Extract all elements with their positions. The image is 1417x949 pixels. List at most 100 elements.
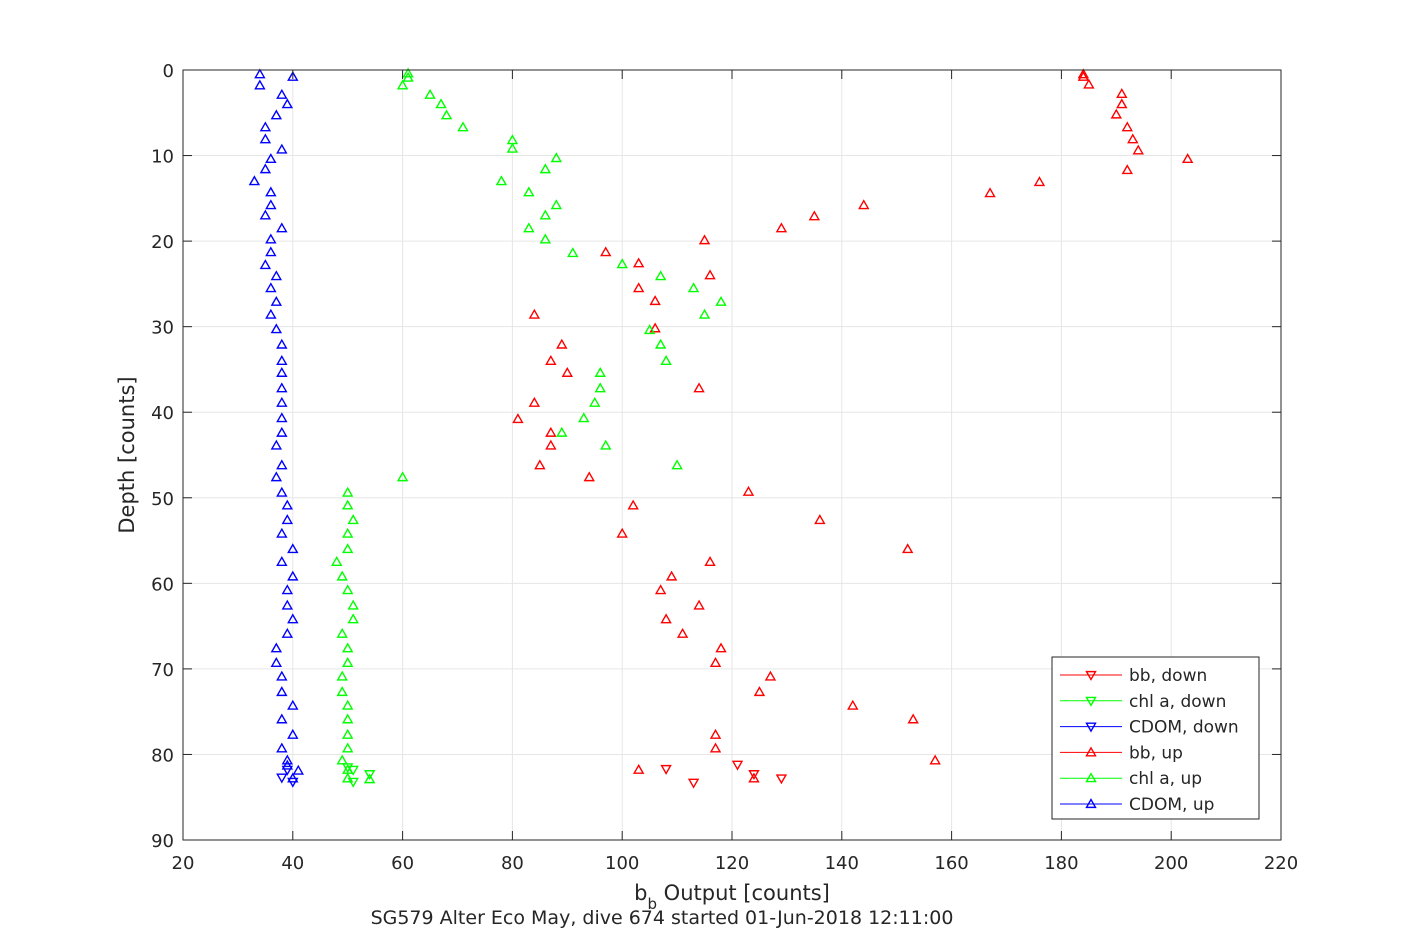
- y-tick-label: 40: [151, 403, 174, 424]
- data-point: [709, 742, 722, 753]
- data-point: [1127, 133, 1139, 144]
- x-tick-label: 60: [391, 853, 414, 874]
- data-point: [506, 142, 519, 153]
- data-point: [775, 222, 788, 233]
- data-point: [1121, 164, 1133, 175]
- data-point: [495, 175, 508, 186]
- data-point: [654, 270, 667, 281]
- data-point: [341, 642, 354, 653]
- series-bb-down: [660, 760, 788, 789]
- data-point: [742, 485, 755, 496]
- x-tick-label: 200: [1154, 853, 1188, 874]
- legend-marker: [1085, 772, 1097, 783]
- data-point: [276, 396, 288, 407]
- data-point: [545, 439, 557, 450]
- x-tick-label: 180: [1044, 853, 1078, 874]
- x-axis-label-rest: Output [counts]: [657, 881, 830, 905]
- data-point: [731, 760, 744, 771]
- data-point: [276, 670, 288, 681]
- data-point: [265, 199, 277, 210]
- data-point: [265, 246, 277, 257]
- data-point: [265, 233, 277, 244]
- legend-marker: [1085, 696, 1097, 707]
- data-point: [539, 209, 552, 220]
- data-point: [276, 143, 288, 154]
- data-point: [523, 222, 535, 233]
- y-tick-label: 70: [151, 660, 174, 681]
- data-point: [276, 713, 288, 724]
- data-point: [627, 499, 639, 510]
- x-tick-label: 160: [934, 853, 968, 874]
- data-point: [341, 486, 354, 497]
- data-point: [276, 527, 288, 538]
- data-point: [287, 699, 299, 710]
- data-point: [287, 570, 299, 581]
- data-point: [435, 98, 447, 109]
- data-point: [265, 308, 277, 319]
- data-point: [276, 338, 288, 349]
- data-point: [287, 772, 299, 783]
- data-point: [545, 426, 557, 437]
- data-point: [561, 366, 574, 377]
- data-point: [281, 754, 294, 765]
- data-point: [276, 742, 288, 753]
- data-point: [287, 543, 299, 554]
- data-point: [1083, 78, 1095, 89]
- data-point: [550, 152, 563, 163]
- data-point: [440, 109, 453, 120]
- data-point: [336, 686, 348, 697]
- data-point: [287, 613, 299, 624]
- data-point: [715, 295, 727, 306]
- data-point: [259, 121, 272, 132]
- data-point: [276, 412, 288, 423]
- data-point: [341, 742, 354, 753]
- data-point: [550, 199, 563, 210]
- data-point: [336, 670, 348, 681]
- data-point: [698, 234, 711, 245]
- data-point: [528, 308, 541, 319]
- data-point: [709, 656, 722, 667]
- data-point: [270, 295, 283, 306]
- data-point: [512, 413, 524, 424]
- data-point: [984, 187, 996, 198]
- data-point: [341, 584, 354, 595]
- data-point: [341, 699, 354, 710]
- data-point: [858, 199, 870, 210]
- data-point: [336, 754, 348, 765]
- data-point: [347, 599, 359, 610]
- y-tick-label: 50: [151, 489, 174, 510]
- data-point: [276, 88, 288, 99]
- data-point: [748, 770, 760, 781]
- data-point: [331, 556, 343, 567]
- axis-ticks: 20 40 60 80 100 120 140 160 180 200 220 0 10 20 30 40 50…: [151, 61, 1298, 874]
- data-point: [341, 656, 354, 667]
- legend-label: CDOM, down: [1129, 718, 1239, 738]
- series-chl-a-up: [331, 67, 727, 784]
- data-point: [1116, 88, 1128, 99]
- data-point: [693, 382, 705, 393]
- data-point: [265, 282, 277, 293]
- x-axis-label-main: b: [634, 881, 647, 905]
- data-point: [671, 459, 683, 470]
- data-point: [775, 774, 788, 785]
- data-point: [363, 773, 376, 784]
- data-point: [259, 259, 272, 270]
- data-point: [665, 570, 678, 581]
- legend-marker: [1085, 746, 1097, 757]
- data-point: [276, 354, 288, 365]
- data-point: [270, 270, 283, 281]
- data-point: [336, 570, 348, 581]
- data-point: [276, 366, 288, 377]
- data-point: [715, 642, 727, 653]
- y-tick-label: 60: [151, 574, 174, 595]
- data-point: [1077, 70, 1090, 81]
- data-point: [632, 282, 645, 293]
- data-point: [347, 514, 359, 525]
- data-point: [248, 175, 261, 186]
- legend-box: [1051, 656, 1260, 820]
- data-point: [402, 71, 414, 82]
- data-point: [341, 728, 354, 739]
- data-point: [281, 584, 294, 595]
- x-tick-label: 220: [1264, 853, 1298, 874]
